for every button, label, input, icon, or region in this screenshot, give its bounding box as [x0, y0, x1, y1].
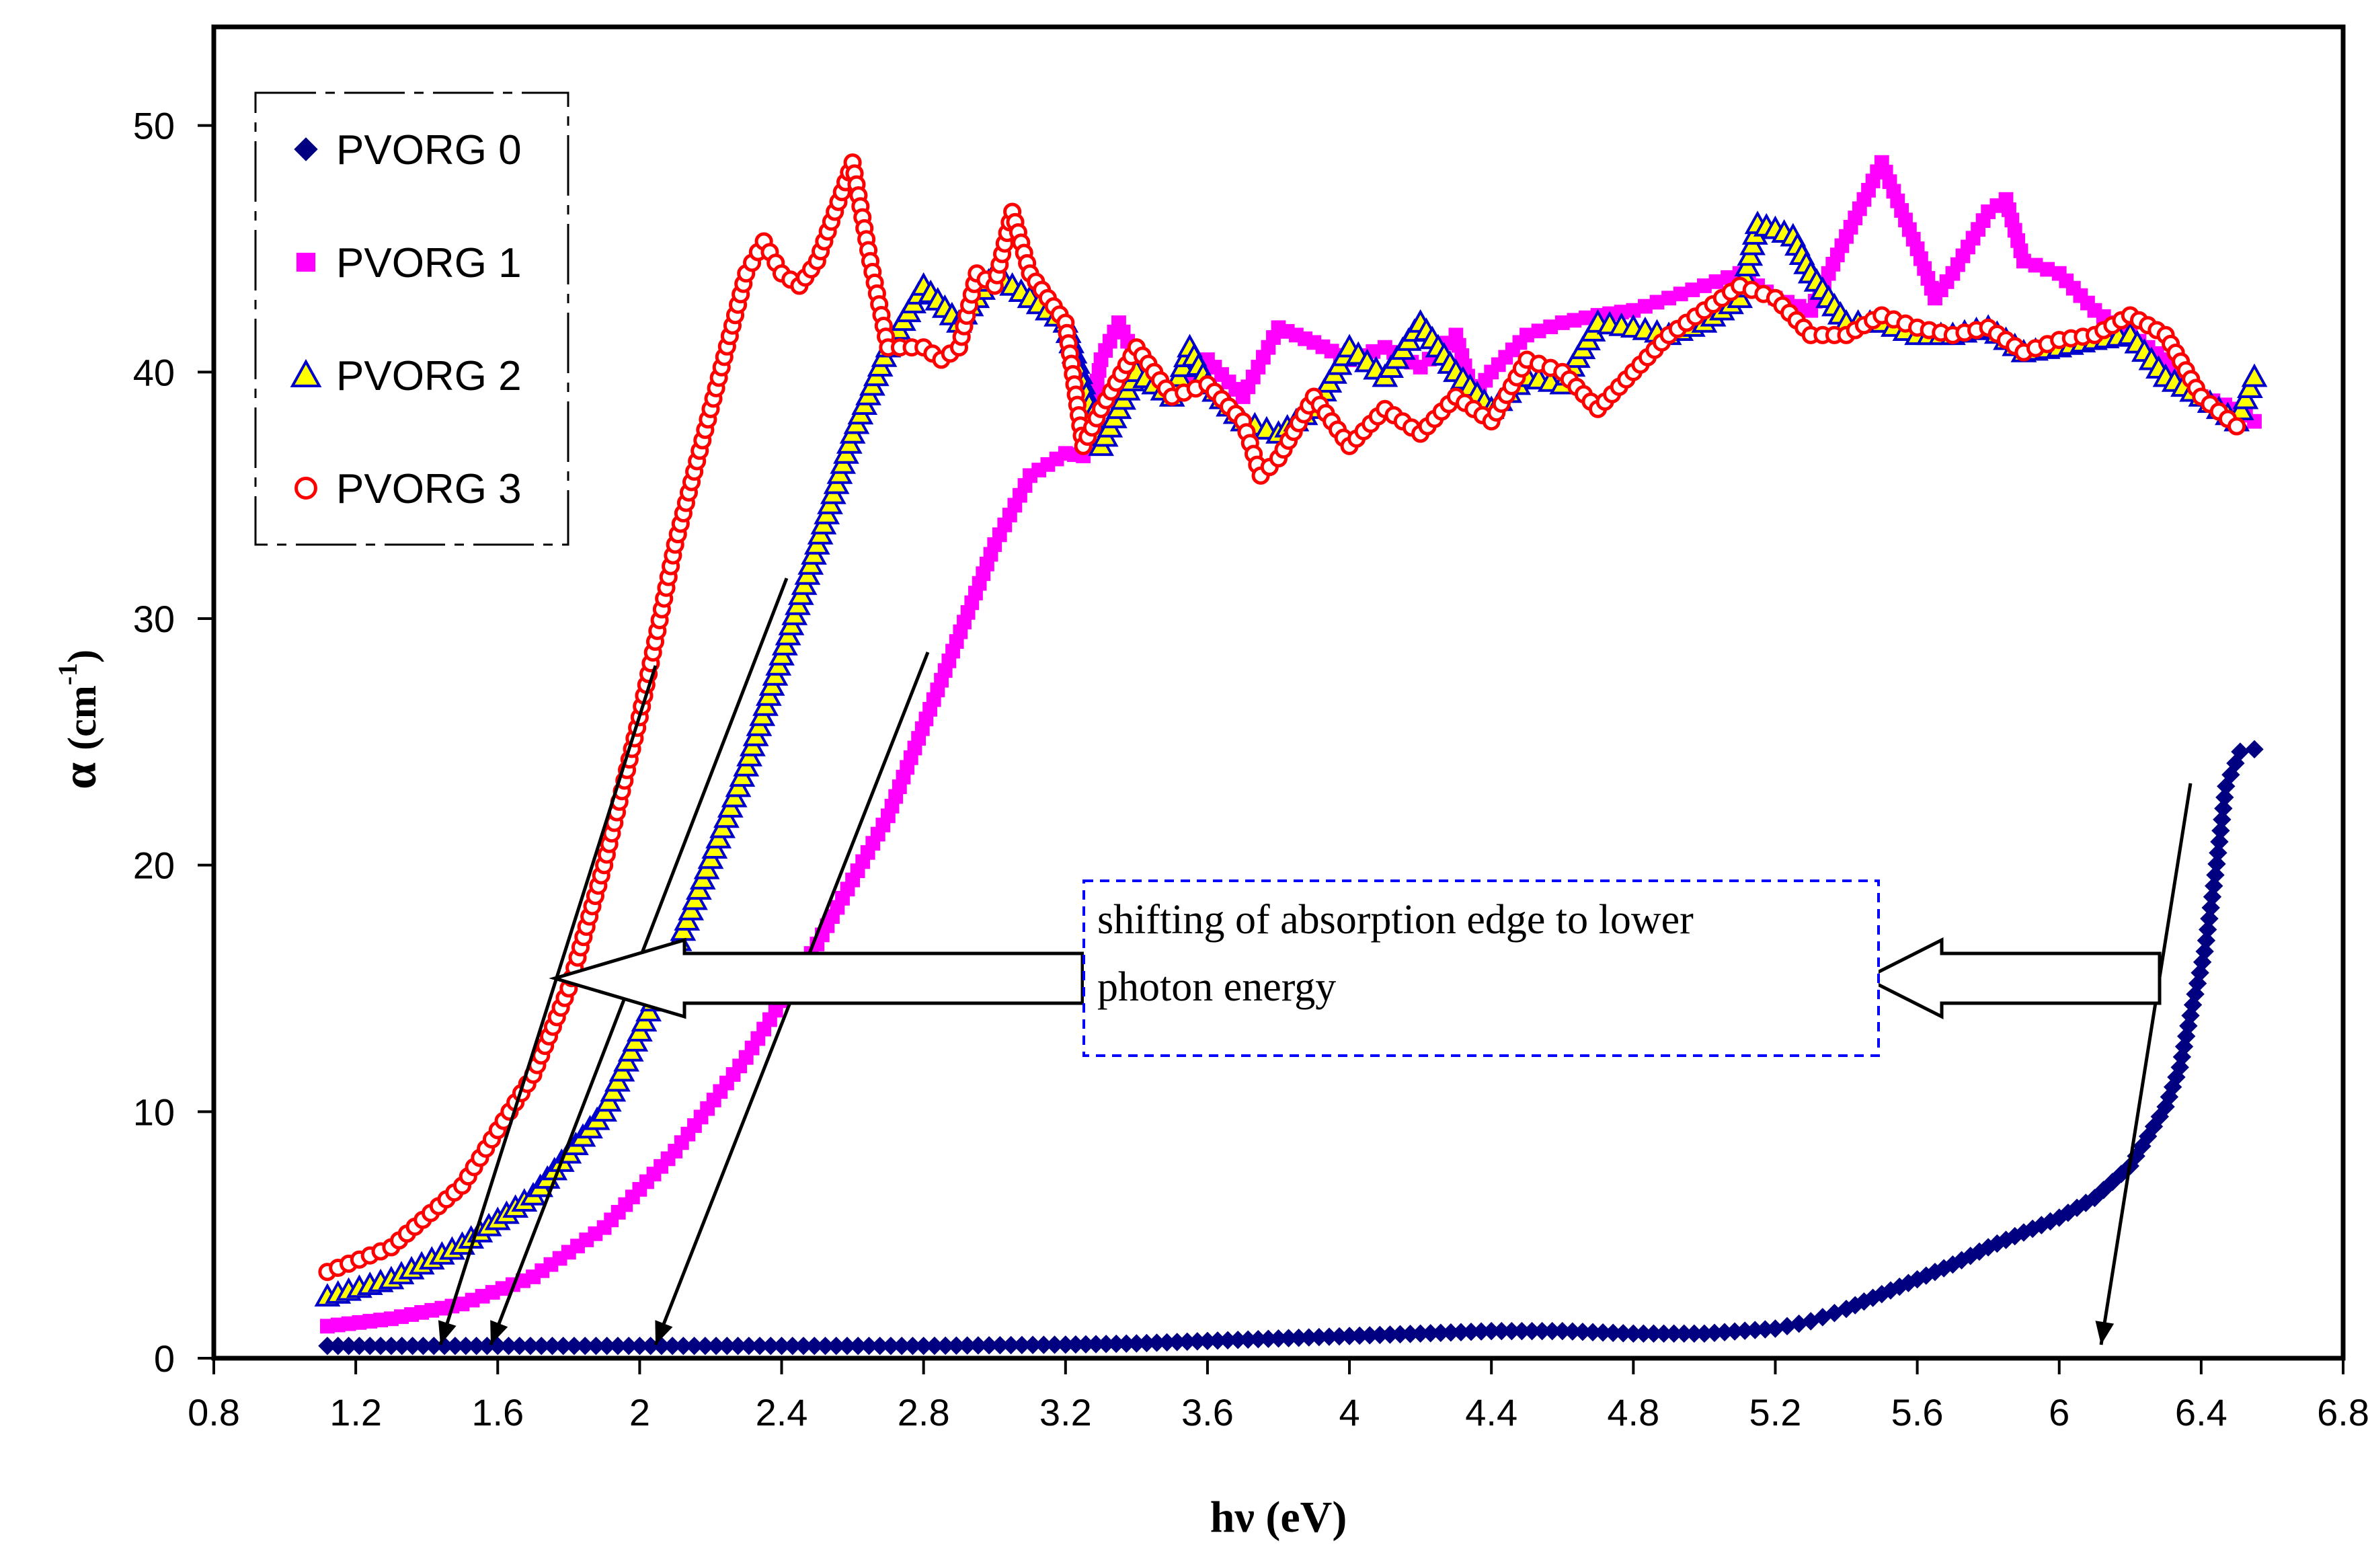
arrow-head: [438, 1320, 457, 1345]
series-pvorg-3: [318, 153, 2246, 1282]
y-axis-label: α (cm-1): [52, 650, 106, 789]
edge-extrapolation-line: [438, 665, 658, 1345]
data-point: [2237, 375, 2263, 398]
data-point: [2241, 363, 2268, 387]
data-point: [2245, 740, 2264, 759]
data-point: [2200, 909, 2219, 928]
data-point: [2207, 855, 2226, 873]
data-point: [2227, 417, 2246, 436]
x-tick-label: 5.6: [1891, 1391, 1944, 1434]
x-tick-label: 4.8: [1607, 1391, 1659, 1434]
axes-layer: 0.8 1.2 1.6 2 2.4 2.8 3.2 3.6 4 4.4 4.8 5.2 5.6 6 6.4 6…: [52, 24, 2368, 1542]
legend-label: PVORG 3: [336, 466, 522, 512]
data-point: [2213, 810, 2232, 829]
data-point: [2201, 898, 2220, 917]
x-tick-label: 5.2: [1749, 1391, 1802, 1434]
data-point: [2211, 821, 2230, 840]
arrow-head: [490, 1320, 508, 1345]
annotation-text-line: photon energy: [1097, 964, 1336, 1010]
x-tick-label: 2.8: [898, 1391, 950, 1434]
x-tick-label: 1.6: [471, 1391, 524, 1434]
plot-area: [314, 153, 2268, 1356]
legend-box: [254, 91, 569, 546]
x-tick-label: 2.4: [756, 1391, 808, 1434]
annotation-text-box: [1082, 879, 1880, 1057]
legend-label: PVORG 0: [336, 127, 522, 173]
y-axis-unit-exponent: -1: [52, 663, 83, 685]
legend: PVORG 0 PVORG 1 PVORG 2 PVORG 3: [254, 91, 569, 546]
series-pvorg-0: [318, 740, 2264, 1356]
data-point: [2232, 385, 2259, 409]
x-axis-label: hν (eV): [1210, 1493, 1347, 1542]
y-axis-unit: (cm: [60, 685, 104, 750]
arrow-head: [2095, 1321, 2115, 1345]
y-tick-label: 50: [133, 105, 175, 147]
data-point: [2197, 931, 2216, 950]
data-point: [2195, 942, 2214, 961]
legend-label: PVORG 2: [336, 353, 522, 399]
y-axis-symbol: α: [52, 750, 106, 789]
edge-extrapolation-line: [2099, 783, 2193, 1345]
x-tick-label: 6.8: [2317, 1391, 2368, 1434]
x-tick-label: 3.6: [1181, 1391, 1234, 1434]
data-point: [2205, 876, 2223, 896]
y-axis-unit-close: ): [60, 650, 104, 663]
data-point: [2214, 799, 2233, 818]
x-tick-label: 4: [1339, 1391, 1359, 1434]
legend-marker-triangle: [290, 358, 322, 387]
x-tick-label: 6.4: [2175, 1391, 2227, 1434]
legend-marker-diamond: [294, 137, 318, 161]
right-block-arrow: [1862, 937, 2162, 1020]
y-tick-label: 20: [133, 845, 175, 887]
plot-frame: [211, 24, 2346, 1361]
x-tick-label: 0.8: [188, 1391, 240, 1434]
legend-marker-square: [296, 252, 316, 272]
annotations-layer: shifting of absorption edge to lower phot…: [438, 578, 2193, 1345]
data-point: [2198, 920, 2217, 939]
x-tick-label: 1.2: [329, 1391, 382, 1434]
legend-marker-circle: [294, 477, 317, 500]
y-tick-label: 40: [133, 351, 175, 393]
left-block-arrow: [549, 937, 1084, 1019]
data-point: [2210, 832, 2229, 851]
data-point: [2203, 888, 2222, 906]
data-point: [2206, 865, 2225, 885]
x-tick-label: 6: [2049, 1391, 2069, 1434]
arrow-head: [655, 1320, 673, 1345]
annotation-text-line: shifting of absorption edge to lower: [1097, 897, 1694, 943]
y-tick-label: 10: [133, 1091, 175, 1133]
data-point: [2215, 788, 2234, 807]
data-point: [2209, 843, 2227, 863]
y-tick-label: 0: [154, 1337, 175, 1380]
x-tick-label: 3.2: [1039, 1391, 1092, 1434]
y-tick-label: 30: [133, 598, 175, 640]
x-tick-label: 4.4: [1465, 1391, 1517, 1434]
legend-label: PVORG 1: [336, 240, 522, 286]
x-tick-label: 2: [629, 1391, 650, 1434]
